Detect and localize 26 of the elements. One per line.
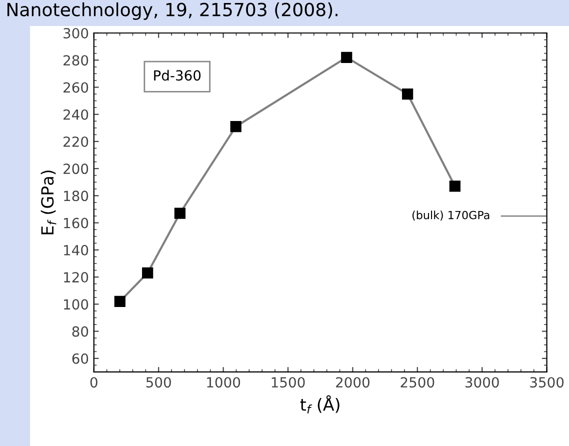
x-tick-label: 3000: [465, 377, 499, 388]
annotation: Pd-360: [154, 70, 201, 81]
y-tick-label: 100: [64, 299, 88, 310]
y-tick-label: 120: [64, 272, 88, 283]
x-tick-label: 3500: [530, 377, 564, 388]
annotation: (bulk) 170GPa: [412, 210, 490, 221]
y-axis-title: E$_{f}$ (GPa): [40, 170, 56, 234]
chart-title: Nanotechnology, 19, 215703 (2008).: [7, 2, 338, 20]
y-tick-label: 60: [72, 353, 88, 364]
x-axis-title: t$_{f}$ (Å): [300, 395, 340, 414]
y-tick-label: 220: [64, 136, 88, 147]
y-tick-label: 160: [64, 218, 88, 228]
y-tick-label: 140: [64, 244, 88, 256]
y-tick-label: 240: [64, 109, 88, 120]
x-tick-label: 2000: [336, 377, 370, 388]
x-tick-label: 500: [146, 377, 171, 388]
y-tick-label: 260: [64, 82, 88, 93]
x-tick-label: 0: [90, 377, 98, 388]
y-tick-label: 80: [72, 326, 88, 337]
x-tick-label: 1000: [207, 377, 240, 388]
y-tick-label: 300: [64, 28, 88, 38]
x-tick-label: 2500: [400, 377, 434, 388]
y-tick-label: 180: [64, 190, 88, 202]
y-tick-label: 200: [64, 164, 88, 174]
x-tick-label: 1500: [272, 377, 305, 388]
y-tick-label: 280: [64, 55, 88, 66]
